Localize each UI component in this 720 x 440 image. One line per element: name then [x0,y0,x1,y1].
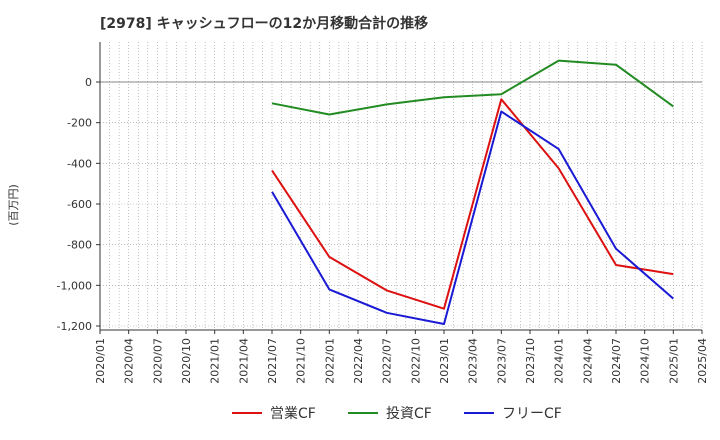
x-tick-label: 2021/07 [266,338,279,384]
y-tick-label: -200 [67,117,92,130]
legend-label: 営業CF [270,406,316,422]
y-tick-label: -600 [67,198,92,211]
series-line [271,110,674,325]
y-axis-label: (百万円) [7,184,20,226]
x-tick-label: 2022/10 [409,338,422,384]
x-tick-label: 2020/10 [180,338,193,384]
legend-label: フリーCF [502,406,562,422]
y-tick-label: -800 [67,239,92,252]
x-tick-label: 2024/07 [610,338,623,384]
series-line [271,98,674,310]
x-tick-label: 2020/04 [123,338,136,384]
x-tick-label: 2024/01 [553,338,566,384]
plot-background [100,42,702,330]
x-tick-label: 2022/01 [323,338,336,384]
x-tick-label: 2023/01 [438,338,451,384]
x-tick-label: 2024/10 [639,338,652,384]
x-tick-label: 2022/07 [381,338,394,384]
x-tick-label: 2022/04 [352,338,365,384]
y-tick-label: -1,000 [57,279,92,292]
x-tick-label: 2024/04 [581,338,594,384]
x-tick-label: 2023/04 [467,338,480,384]
x-tick-label: 2020/01 [94,338,107,384]
x-tick-label: 2025/01 [667,338,680,384]
y-tick-label: -400 [67,157,92,170]
series-line [271,59,674,116]
legend-label: 投資CF [386,406,432,422]
x-tick-label: 2023/10 [524,338,537,384]
x-tick-label: 2021/04 [237,338,250,384]
x-tick-label: 2023/07 [495,338,508,384]
legend: 営業CF 投資CF フリーCF [232,406,562,422]
chart-title: [2978] キャッシュフローの12か月移動合計の推移 [100,15,428,32]
x-tick-label: 2021/01 [209,338,222,384]
x-tick-label: 2025/04 [696,338,709,384]
y-tick-label: -1,200 [57,320,92,333]
y-tick-label: 0 [85,76,92,89]
x-tick-label: 2020/07 [151,338,164,384]
x-tick-label: 2021/10 [295,338,308,384]
